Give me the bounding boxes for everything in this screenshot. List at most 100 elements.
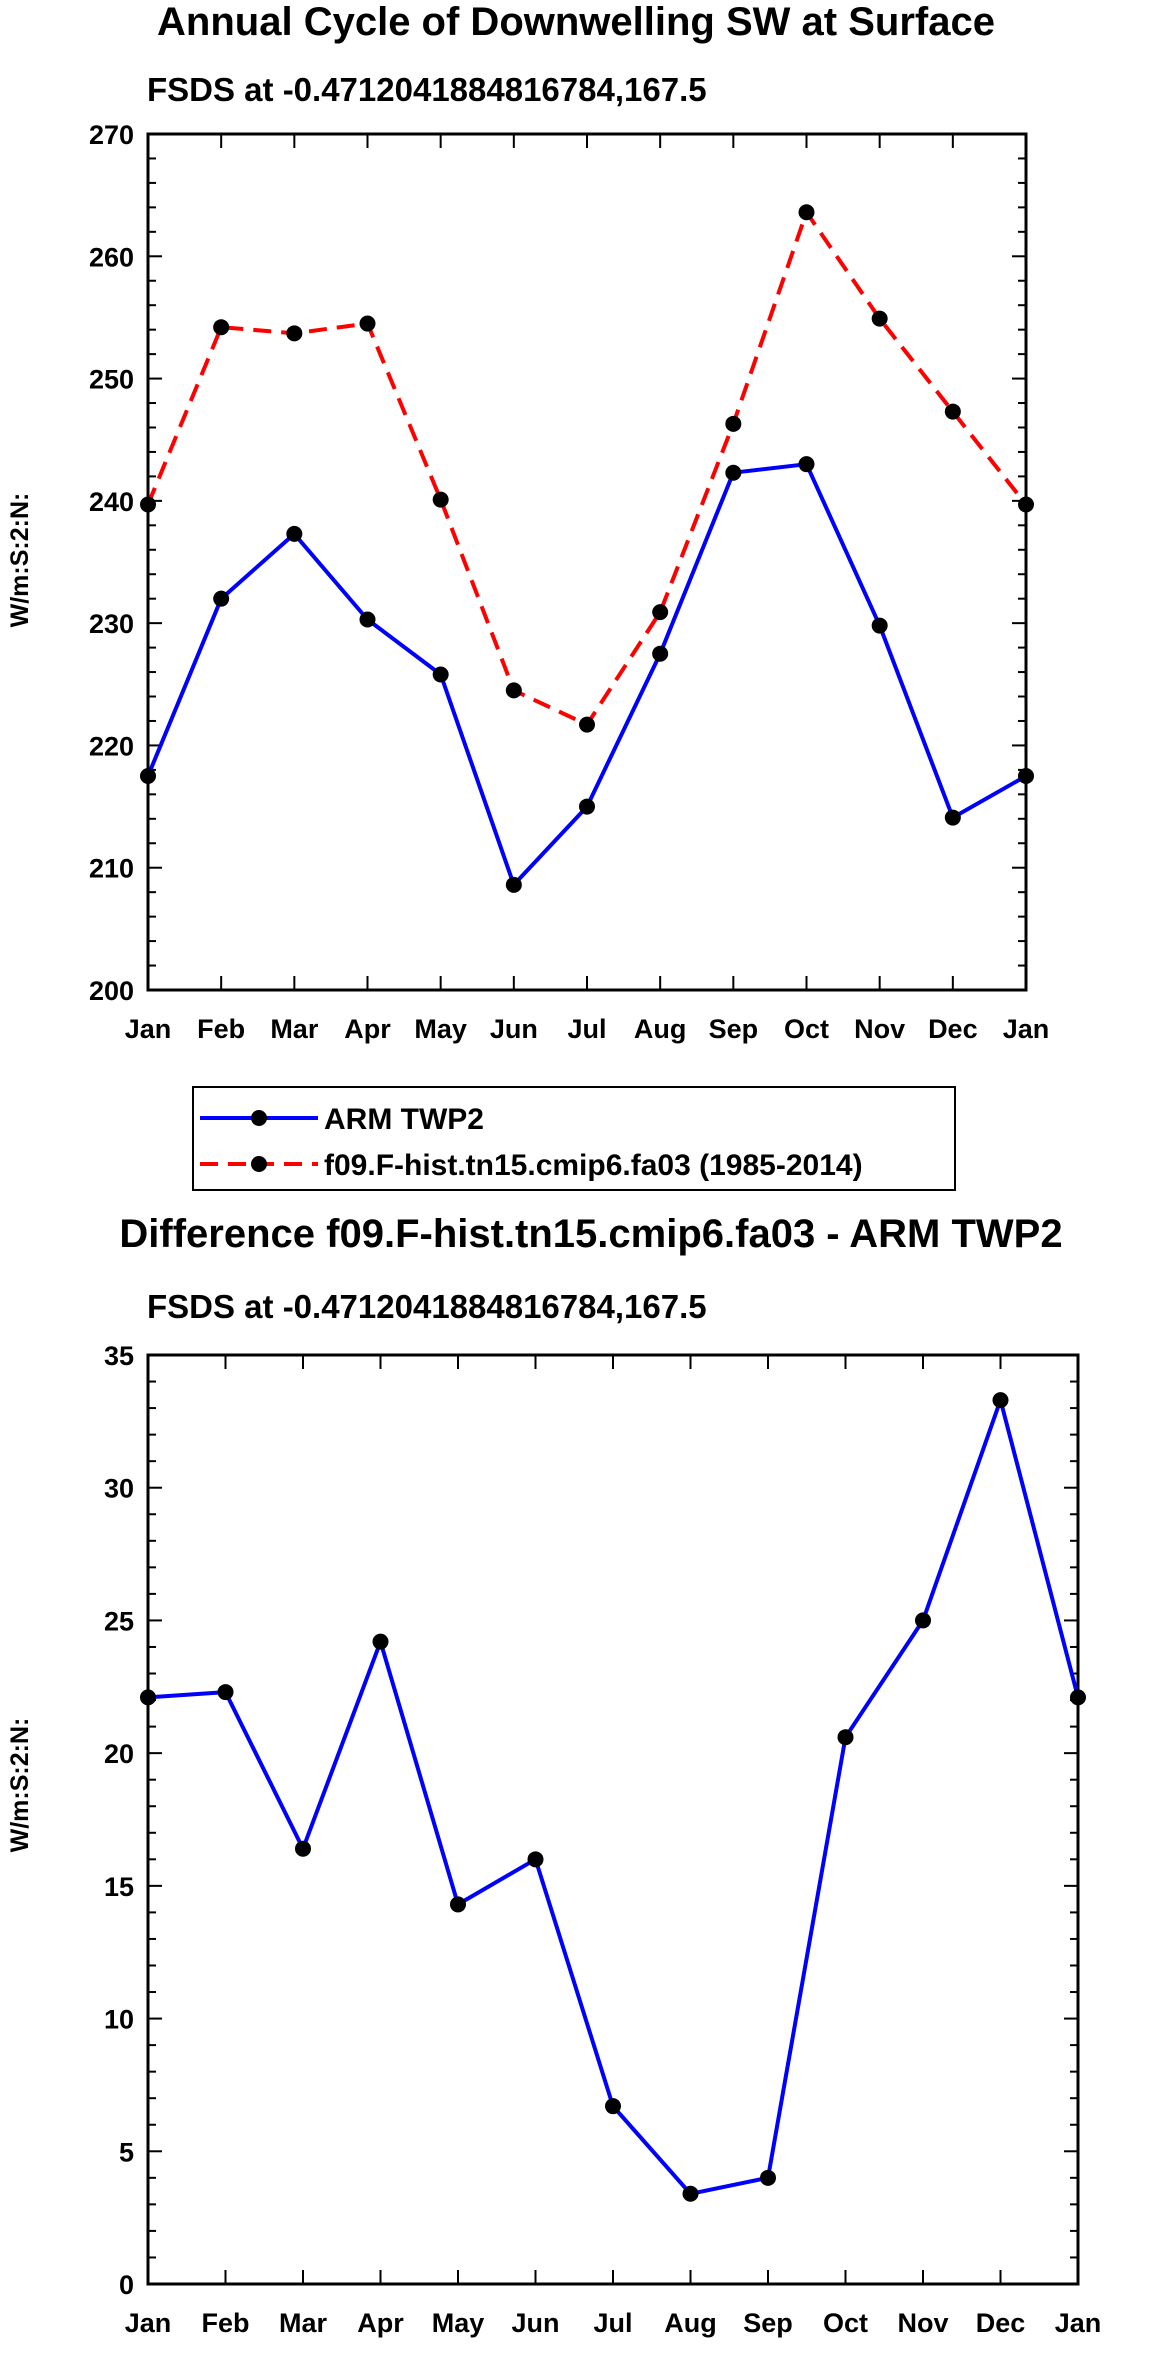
y-tick-label: 25 — [104, 1606, 134, 1636]
data-point — [652, 645, 669, 662]
data-point — [944, 809, 961, 826]
data-point — [286, 325, 303, 342]
chart-subtitle: FSDS at -0.4712041884816784,167.5 — [147, 71, 707, 108]
data-point — [871, 617, 888, 634]
data-point — [286, 525, 303, 542]
data-point — [725, 464, 742, 481]
data-point — [1018, 768, 1034, 784]
data-point — [527, 1851, 544, 1868]
data-series — [140, 1392, 1086, 2202]
legend-marker-model — [251, 1156, 267, 1172]
legend-box — [192, 1086, 956, 1191]
data-point — [213, 590, 230, 607]
x-tick-labels: Jan Feb Mar Apr May Jun Jul Aug Sep Oct … — [125, 2308, 1102, 2338]
data-point — [605, 2098, 621, 2115]
data-point — [1070, 1689, 1086, 1706]
data-point — [432, 491, 449, 508]
y-tick-label: 5 — [119, 2137, 134, 2167]
difference-chart: Difference f09.F-hist.tn15.cmip6.fa03 - … — [6, 1212, 1101, 2338]
data-point — [760, 2169, 776, 2186]
data-point — [295, 1840, 311, 1857]
series-line-0 — [146, 462, 1027, 887]
y-tick-label: 30 — [104, 1474, 134, 1504]
x-tick-label: Oct — [784, 1014, 829, 1044]
chart-title: Annual Cycle of Downwelling SW at Surfac… — [157, 0, 995, 44]
y-tick-label: 220 — [89, 731, 134, 761]
data-series — [140, 204, 1034, 893]
axis-ticks — [147, 1354, 1079, 2285]
chart-subtitle: FSDS at -0.4712041884816784,167.5 — [147, 1288, 707, 1325]
x-tick-label: Jan — [1003, 1014, 1050, 1044]
x-tick-label: May — [432, 2308, 485, 2338]
x-tick-label: Mar — [279, 2308, 328, 2338]
data-point — [725, 415, 742, 432]
data-point — [798, 204, 815, 221]
data-point — [213, 319, 230, 336]
data-point — [505, 876, 522, 893]
data-point — [505, 682, 522, 699]
x-tick-label: Jun — [511, 2308, 559, 2338]
data-point — [682, 2185, 699, 2202]
y-tick-label: 270 — [89, 120, 134, 150]
x-tick-label: Dec — [976, 2308, 1026, 2338]
legend-label-arm: ARM TWP2 — [324, 1103, 484, 1136]
y-tick-label: 240 — [89, 487, 134, 517]
x-tick-label: Sep — [743, 2308, 793, 2338]
data-point — [140, 1689, 156, 1706]
data-point — [652, 604, 669, 621]
data-point — [140, 496, 156, 513]
legend: ARM TWP2 f09.F-hist.tn15.cmip6.fa03 (198… — [192, 1086, 956, 1191]
x-tick-label: Feb — [201, 2308, 249, 2338]
y-tick-label: 210 — [89, 854, 134, 884]
x-tick-label: Oct — [823, 2308, 868, 2338]
x-tick-label: Feb — [197, 1014, 245, 1044]
x-tick-label: Sep — [709, 1014, 759, 1044]
x-tick-label: Jul — [567, 1014, 606, 1044]
x-tick-label: Nov — [854, 1014, 905, 1044]
data-point — [432, 666, 449, 683]
data-point — [915, 1612, 931, 1629]
y-axis-label: W/m:S:2:N: — [6, 493, 34, 628]
x-tick-label: Dec — [928, 1014, 978, 1044]
x-tick-label: Apr — [357, 2308, 404, 2338]
data-point — [992, 1392, 1009, 1409]
y-tick-label: 20 — [104, 1739, 134, 1769]
x-tick-label: Mar — [270, 1014, 319, 1044]
y-tick-labels: 0 5 10 15 20 25 30 35 — [104, 1341, 134, 2300]
x-tick-label: Nov — [897, 2308, 948, 2338]
x-tick-label: May — [414, 1014, 467, 1044]
data-point — [579, 798, 595, 815]
y-tick-label: 35 — [104, 1341, 134, 1371]
x-tick-label: Jan — [125, 2308, 172, 2338]
data-point — [372, 1633, 389, 1650]
data-point — [140, 768, 156, 784]
x-tick-label: Apr — [344, 1014, 391, 1044]
data-point — [359, 611, 376, 628]
annual-cycle-chart: Annual Cycle of Downwelling SW at Surfac… — [6, 0, 1050, 1191]
data-point — [871, 310, 888, 327]
y-tick-label: 250 — [89, 365, 134, 395]
x-tick-label: Jan — [125, 1014, 172, 1044]
x-tick-label: Aug — [664, 2308, 716, 2338]
x-tick-label: Jul — [593, 2308, 632, 2338]
y-tick-label: 15 — [104, 1872, 134, 1902]
y-tick-label: 10 — [104, 2005, 134, 2035]
data-point — [798, 456, 815, 473]
x-tick-label: Jan — [1055, 2308, 1102, 2338]
y-axis-label: W/m:S:2:N: — [6, 1718, 34, 1853]
x-tick-label: Aug — [634, 1014, 686, 1044]
y-tick-label: 0 — [119, 2270, 134, 2300]
data-point — [1018, 496, 1034, 513]
legend-label-model: f09.F-hist.tn15.cmip6.fa03 (1985-2014) — [324, 1149, 863, 1182]
data-point — [837, 1729, 854, 1746]
y-tick-label: 200 — [89, 976, 134, 1006]
data-point — [359, 315, 376, 332]
x-tick-labels: Jan Feb Mar Apr May Jun Jul Aug Sep Oct … — [125, 1014, 1050, 1044]
data-point — [217, 1684, 234, 1701]
x-tick-label: Jun — [490, 1014, 538, 1044]
chart-title: Difference f09.F-hist.tn15.cmip6.fa03 - … — [119, 1212, 1062, 1256]
series-line-0 — [147, 1398, 1080, 2196]
data-point — [450, 1896, 466, 1913]
y-tick-label: 260 — [89, 242, 134, 272]
